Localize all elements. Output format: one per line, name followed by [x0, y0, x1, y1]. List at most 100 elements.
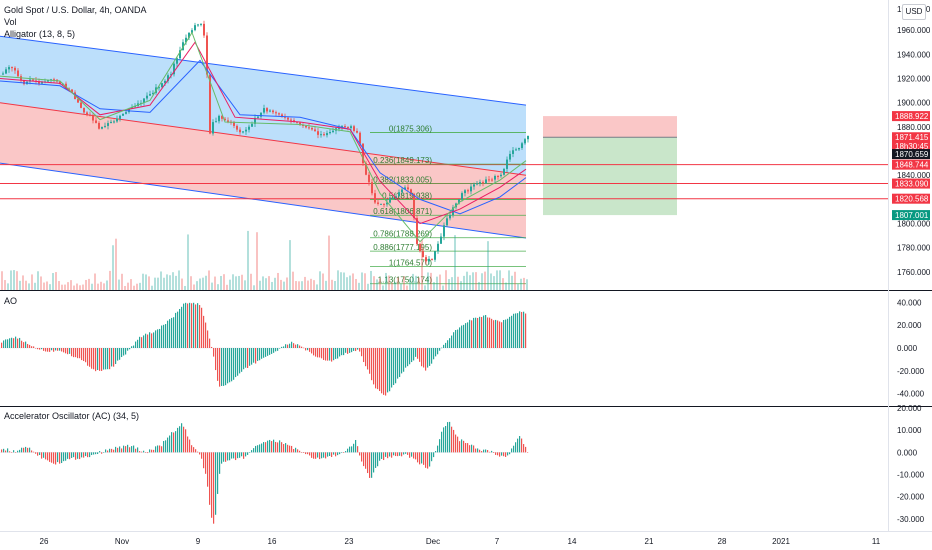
ac-bar [411, 452, 413, 457]
volume-bar [139, 282, 141, 290]
ao-bar [435, 348, 437, 357]
volume-bar [22, 275, 24, 290]
candle-body [482, 182, 484, 184]
ao-bar [341, 348, 343, 356]
ac-bar [281, 442, 283, 453]
volume-bar [466, 271, 468, 290]
ac-bar [319, 452, 321, 460]
ac-bar [447, 422, 449, 453]
ao-bar [491, 318, 493, 348]
ao-bar [275, 348, 277, 352]
ac-bar [519, 436, 521, 453]
volume-bar [328, 235, 330, 290]
ac-bar [287, 444, 289, 453]
candle-body [440, 236, 442, 244]
candle-body [512, 150, 514, 154]
volume-bar [19, 280, 21, 290]
ao-bar [359, 348, 361, 352]
ao-bar [237, 348, 239, 376]
ao-bar [517, 313, 519, 348]
ac-bar [23, 447, 25, 453]
ac-bar [435, 451, 437, 453]
ac-bar [515, 442, 517, 453]
ac-bar [139, 451, 141, 453]
ao-bar [83, 348, 85, 362]
ac-bar [103, 452, 105, 453]
candle-body [344, 126, 346, 128]
fib-label-7: 1(1764.570) [389, 258, 432, 267]
ao-bar [55, 348, 57, 351]
ac-bar [507, 452, 509, 456]
ao-bar [439, 348, 441, 351]
ac-bar [25, 446, 27, 453]
candle-body [233, 122, 235, 126]
ao-bar [387, 348, 389, 393]
ac-bar [273, 439, 275, 453]
ac-bar [285, 443, 287, 453]
ac-bar [137, 447, 139, 453]
candle-body [98, 122, 100, 129]
candle-body [299, 122, 301, 125]
ao-bar [425, 348, 427, 371]
currency-button[interactable]: USD [902, 4, 926, 20]
ac-bar [383, 452, 385, 461]
volume-bar [313, 280, 315, 290]
ao-bar [429, 348, 431, 366]
ao-bar [361, 348, 363, 357]
ac-bar [517, 438, 519, 453]
ao-bar [285, 344, 287, 348]
ao-bar [411, 348, 413, 363]
ac-bar [415, 452, 417, 460]
candle-body [422, 251, 424, 258]
ao-bar [273, 348, 275, 353]
volume-bar [349, 275, 351, 290]
ac-bar [419, 452, 421, 465]
ac-bar [359, 452, 361, 456]
volume-bar [124, 285, 126, 290]
ao-bar [323, 348, 325, 360]
ao-bar [31, 346, 33, 348]
ac-bar [509, 452, 511, 455]
ac-bar [467, 443, 469, 453]
ao-bar [119, 348, 121, 360]
ac-bar [203, 452, 205, 469]
candle-body [461, 193, 463, 200]
ac-bar [465, 443, 467, 453]
ao-bar [307, 348, 309, 351]
ao-bar [173, 317, 175, 348]
volume-bar [136, 283, 138, 290]
volume-bar [469, 275, 471, 290]
volume-bar [193, 284, 195, 290]
ac-bar [389, 452, 391, 457]
candle-body [104, 125, 106, 127]
ac-tick-3: -10.000 [897, 471, 925, 480]
ao-bar [369, 348, 371, 374]
ao-bar [163, 324, 165, 348]
ao-bar [397, 348, 399, 379]
ao-bar [245, 348, 247, 368]
candle-body [32, 79, 34, 81]
volume-bar [430, 272, 432, 290]
ao-bar [101, 348, 103, 371]
ao-bar [103, 348, 105, 370]
candle-body [152, 92, 154, 95]
ao-bar [303, 347, 305, 349]
ao-bar [59, 348, 61, 351]
ac-bar [213, 452, 215, 524]
ac-tick-0: 20.000 [897, 404, 922, 413]
candle-body [179, 50, 181, 59]
ac-bar [475, 448, 477, 453]
ac-bar [177, 427, 179, 453]
alligator-jaw [0, 59, 527, 215]
candle-body [494, 176, 496, 180]
ao-bar [71, 348, 73, 357]
ac-bar [221, 452, 223, 464]
ac-bar [227, 452, 229, 461]
ac-bar [79, 452, 81, 460]
ac-bar [473, 445, 475, 453]
ac-bar [193, 447, 195, 453]
volume-bar [229, 279, 231, 290]
vol-label: Vol [4, 17, 17, 27]
regression-mid-line [0, 102, 527, 176]
